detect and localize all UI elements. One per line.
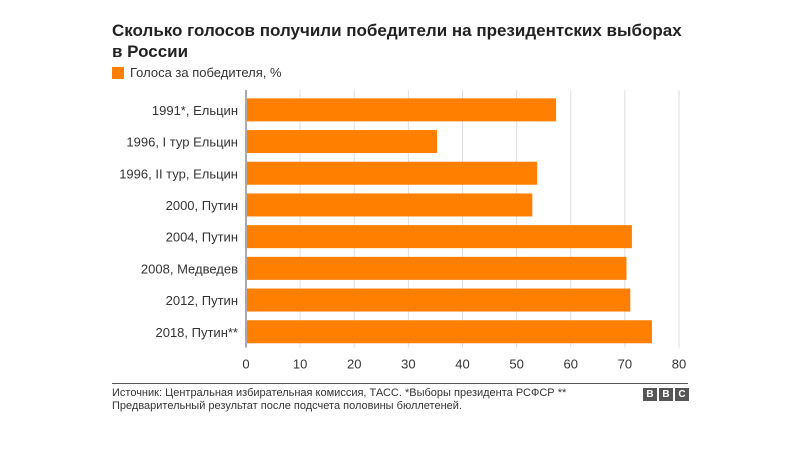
bar [247, 225, 632, 249]
category-label: 2018, Путин** [155, 325, 238, 340]
bars [247, 98, 652, 344]
x-tick-label: 70 [618, 357, 632, 372]
category-label: 2012, Путин [166, 293, 238, 308]
bar [247, 256, 627, 280]
category-label: 1991*, Ельцин [152, 103, 238, 118]
x-tick-label: 60 [564, 357, 578, 372]
bbc-logo: B B C [643, 388, 689, 401]
legend: Голоса за победителя, % [112, 65, 282, 80]
bar [247, 193, 533, 217]
chart-title: Сколько голосов получили победители на п… [112, 21, 682, 61]
category-label: 2008, Медведев [141, 261, 238, 276]
bar [247, 320, 652, 344]
x-tick-label: 80 [672, 357, 686, 372]
x-tick-label: 50 [509, 357, 523, 372]
logo-letter: B [659, 388, 673, 401]
x-tick-labels: 0 10 20 30 40 50 60 70 80 [242, 357, 686, 372]
logo-letter: B [643, 388, 657, 401]
bar [247, 288, 631, 312]
bar [247, 161, 538, 185]
category-labels: 1991*, Ельцин 1996, I тур Ельцин 1996, II … [119, 103, 238, 340]
category-label: 2004, Путин [166, 230, 238, 245]
source-note: Источник: Центральная избирательная коми… [112, 387, 567, 412]
logo-letter: C [675, 388, 689, 401]
footer-divider [112, 383, 688, 384]
category-label: 1996, II тур, Ельцин [119, 166, 238, 181]
category-label: 2000, Путин [166, 198, 238, 213]
category-label: 1996, I тур Ельцин [126, 135, 238, 150]
x-tick-label: 0 [242, 357, 249, 372]
bar [247, 130, 438, 154]
bar [247, 98, 557, 122]
legend-label: Голоса за победителя, % [130, 65, 282, 80]
legend-swatch [112, 66, 124, 79]
x-tick-label: 20 [347, 357, 361, 372]
x-tick-label: 10 [293, 357, 307, 372]
x-tick-label: 40 [455, 357, 469, 372]
x-tick-label: 30 [401, 357, 415, 372]
